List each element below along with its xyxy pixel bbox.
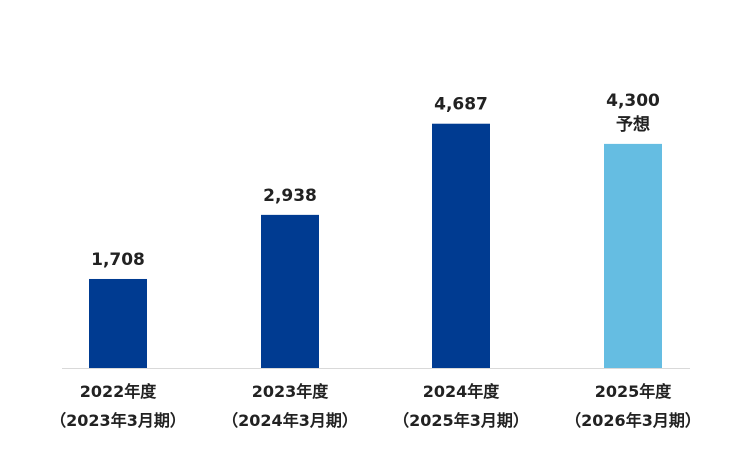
- bar-3: [432, 123, 490, 368]
- x-tick-label-fiscal-year-3: 2024年度: [423, 382, 501, 401]
- forecast-annotation: 予想: [616, 114, 650, 135]
- x-tick-label-period-4: （2026年3月期）: [565, 411, 701, 430]
- bar-4: [604, 143, 662, 368]
- x-tick-label-fiscal-year-2: 2023年度: [252, 382, 330, 401]
- value-label-3: 4,687: [434, 95, 488, 115]
- value-label-2: 2,938: [263, 186, 317, 206]
- x-tick-label-period-1: （2023年3月期）: [50, 411, 186, 430]
- bar-1: [89, 278, 147, 368]
- x-axis-group: 2022年度 （2023年3月期） 2023年度 （2024年3月期） 2024年度 （2…: [50, 368, 701, 430]
- bars-group: [89, 123, 662, 368]
- value-label-4: 4,300: [606, 91, 660, 111]
- value-labels-group: 1,708 2,938 4,687 4,300 予想: [91, 91, 660, 270]
- x-tick-label-fiscal-year-4: 2025年度: [595, 382, 673, 401]
- x-tick-label-fiscal-year-1: 2022年度: [80, 382, 158, 401]
- value-label-1: 1,708: [91, 250, 145, 270]
- bar-2: [261, 214, 319, 368]
- x-tick-label-period-2: （2024年3月期）: [222, 411, 358, 430]
- x-tick-label-period-3: （2025年3月期）: [393, 411, 529, 430]
